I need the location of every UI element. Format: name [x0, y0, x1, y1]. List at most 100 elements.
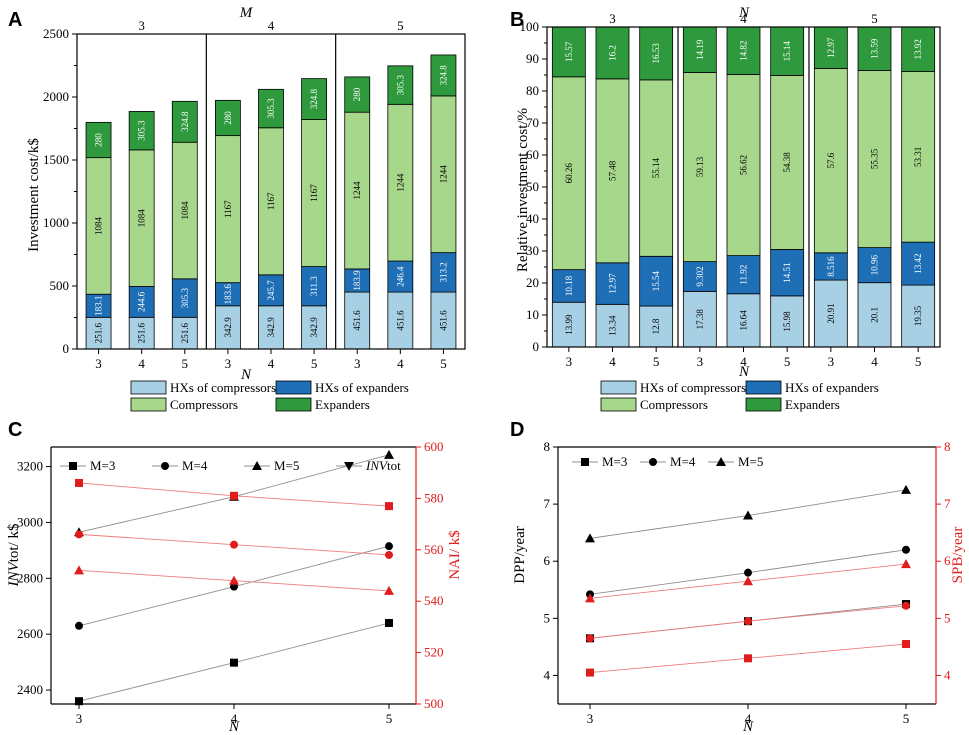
- panel-b-bar-label-exp-3: 14.19: [695, 39, 705, 60]
- legend-b-swatch-hx-expanders: [745, 380, 782, 395]
- panel-b-bar-label-hx_comp-4: 16.64: [739, 310, 749, 331]
- panel-a-bar-label-hx_exp-6: 183.9: [352, 270, 362, 291]
- panel-d-series-2-point-0: [585, 533, 595, 543]
- panel-b-y-tick-label-9: 90: [526, 51, 539, 66]
- legend-b-swatch-hx-compressors: [600, 380, 637, 395]
- panel-a-bar-label-exp-4: 305.3: [266, 98, 276, 119]
- panel-c-series-4-point-0: [75, 530, 83, 539]
- panel-b-x-tick-label-5: 5: [784, 354, 791, 369]
- panel-d-y-right-tick-label-3: 7: [944, 496, 951, 511]
- panel-a-bar-hx_comp-8: [430, 291, 457, 350]
- panel-c-y-right-tick-label-1: 520: [424, 645, 444, 660]
- panel-c-series-1-point-2: [385, 542, 393, 551]
- panel-d-y-right-tick-label-0: 4: [944, 667, 951, 682]
- panel-c-x-tick-label-0: 3: [76, 711, 83, 726]
- panel-b-bar-label-hx_exp-7: 10.96: [870, 255, 880, 276]
- panel-d-legend-label-0: M=3: [602, 454, 627, 469]
- panel-b-y-tick-label-1: 10: [526, 307, 539, 322]
- panel-a-bar-exp-8: [430, 54, 457, 97]
- panel-a-bar-exp-0: [85, 121, 112, 159]
- panel-letter-a: A: [8, 9, 22, 31]
- legend-a-swatch-hx-expanders: [275, 380, 312, 395]
- panel-a-bar-hx_exp-5: [301, 266, 328, 307]
- panel-b-bar-label-exp-8: 13.92: [913, 39, 923, 59]
- panel-a-bar-hx_exp-8: [430, 252, 457, 293]
- panel-a-bar-label-comp-6: 1244: [352, 181, 362, 200]
- panel-b-bar-label-hx_exp-5: 14.51: [782, 263, 792, 283]
- panel-a-bar-label-hx_comp-2: 251.6: [180, 323, 190, 344]
- panel-b-bar-label-hx_comp-8: 19.35: [913, 305, 923, 326]
- panel-b-bar-label-hx_comp-2: 12.8: [651, 318, 661, 334]
- panel-d-series-4-point-2: [902, 601, 910, 610]
- panel-a-bar-label-hx_exp-8: 313.2: [438, 262, 448, 282]
- panel-d-series-5-point-0: [585, 593, 595, 603]
- panel-b-bar-label-comp-3: 59.13: [695, 156, 705, 177]
- panel-c-x-tick-label-2: 5: [386, 711, 393, 726]
- panel-a-bar-label-exp-0: 280: [94, 133, 104, 147]
- panel-b-bar-hx_exp-2: [639, 255, 674, 307]
- panel-a-bar-label-hx_exp-7: 246.4: [395, 266, 405, 287]
- panel-b-legend: HXs of compressors HXs of expanders Comp…: [600, 380, 879, 412]
- panel-b-bar-hx_comp-1: [595, 303, 630, 348]
- panel-c-series-3-point-2: [385, 502, 393, 511]
- panel-b-y-tick-label-0: 0: [533, 339, 540, 354]
- panel-a-y-axis-label: Investment cost/k$: [26, 138, 42, 252]
- panel-c-y-left-label: INVtot/ k$: [6, 523, 22, 587]
- panel-b-bar-hx_comp-2: [639, 305, 674, 348]
- panel-d-legend-marker-0: [581, 458, 589, 466]
- panel-b-bar-hx_exp-4: [726, 255, 761, 295]
- panel-d-y-left-tick-label-2: 6: [544, 553, 551, 568]
- panel-b-bar-exp-6: [813, 26, 848, 69]
- panel-c-y-left-tick-label-4: 3200: [17, 459, 43, 474]
- panel-d-y-left-tick-label-4: 8: [544, 439, 551, 454]
- panel-c-series-3-point-1: [230, 491, 238, 500]
- panel-a-bar-comp-1: [128, 149, 155, 287]
- panel-a-x-axis-label: N: [240, 367, 252, 383]
- panel-c-y-right-tick-label-4: 580: [424, 490, 444, 505]
- panel-c-legend-label-2: M=5: [274, 458, 299, 473]
- panel-a-bar-exp-2: [171, 100, 198, 143]
- panel-b-x-axis-label: N: [738, 364, 750, 380]
- panel-b-top-title: N: [738, 5, 750, 21]
- panel-b-bar-exp-8: [901, 26, 936, 72]
- panel-c-series-4-point-1: [230, 540, 238, 549]
- panel-a-x-tick-label-2: 5: [182, 356, 189, 371]
- panel-a-bar-label-hx_exp-0: 183.1: [94, 296, 104, 316]
- panel-b-bar-exp-2: [639, 26, 674, 81]
- panel-c-series-1-point-0: [75, 621, 83, 630]
- panel-c-y-right-tick-label-0: 500: [424, 696, 444, 711]
- panel-b-x-tick-label-1: 4: [609, 354, 616, 369]
- panel-b-x-tick-label-8: 5: [915, 354, 922, 369]
- panel-d-series-5-point-2: [901, 559, 911, 569]
- panel-b-x-tick-label-0: 3: [566, 354, 573, 369]
- panel-a-bar-exp-7: [387, 65, 414, 105]
- panel-b-bar-hx_exp-3: [682, 261, 717, 292]
- panel-d-x-tick-label-2: 5: [903, 711, 910, 726]
- panel-a-bar-exp-4: [258, 88, 284, 129]
- panel-b-y-tick-label-4: 40: [526, 211, 539, 226]
- panel-a-bar-comp-3: [214, 135, 241, 284]
- panel-c-y-left-tick-label-0: 2400: [17, 682, 43, 697]
- panel-a-group-label-0: 3: [138, 18, 145, 33]
- panel-b-bar-comp-0: [551, 76, 586, 271]
- panel-b-bar-label-comp-0: 60.26: [564, 163, 574, 184]
- panel-d-series-1-point-2: [902, 545, 910, 554]
- panel-b-y-tick-label-10: 100: [520, 19, 540, 34]
- panel-d-x-tick-label-0: 3: [587, 711, 594, 726]
- panel-b-bar-comp-3: [682, 72, 717, 263]
- panel-a-x-tick-label-8: 5: [440, 356, 447, 371]
- panel-c-series-5-point-2: [384, 585, 394, 595]
- legend-a-label-expanders: Expanders: [315, 397, 370, 412]
- legend-a-label-compressors: Compressors: [170, 397, 238, 412]
- panel-a-y-tick-label-0: 0: [63, 341, 70, 356]
- panel-c-y-left-tick-label-3: 3000: [17, 514, 43, 529]
- panel-b-plot-frame: [546, 26, 941, 348]
- panel-d-series-2-point-1: [743, 510, 753, 520]
- panel-d-y-left-label: DPP/year: [512, 526, 528, 584]
- panel-b-x-tick-label-2: 5: [653, 354, 660, 369]
- panel-a-legend: HXs of compressors HXs of expanders Comp…: [130, 380, 409, 412]
- panel-a-bar-comp-4: [258, 127, 284, 276]
- panel-letter-b: B: [510, 9, 524, 31]
- panel-d-y-left-tick-label-0: 4: [544, 667, 551, 682]
- panel-b-bar-label-exp-2: 16.53: [651, 43, 661, 64]
